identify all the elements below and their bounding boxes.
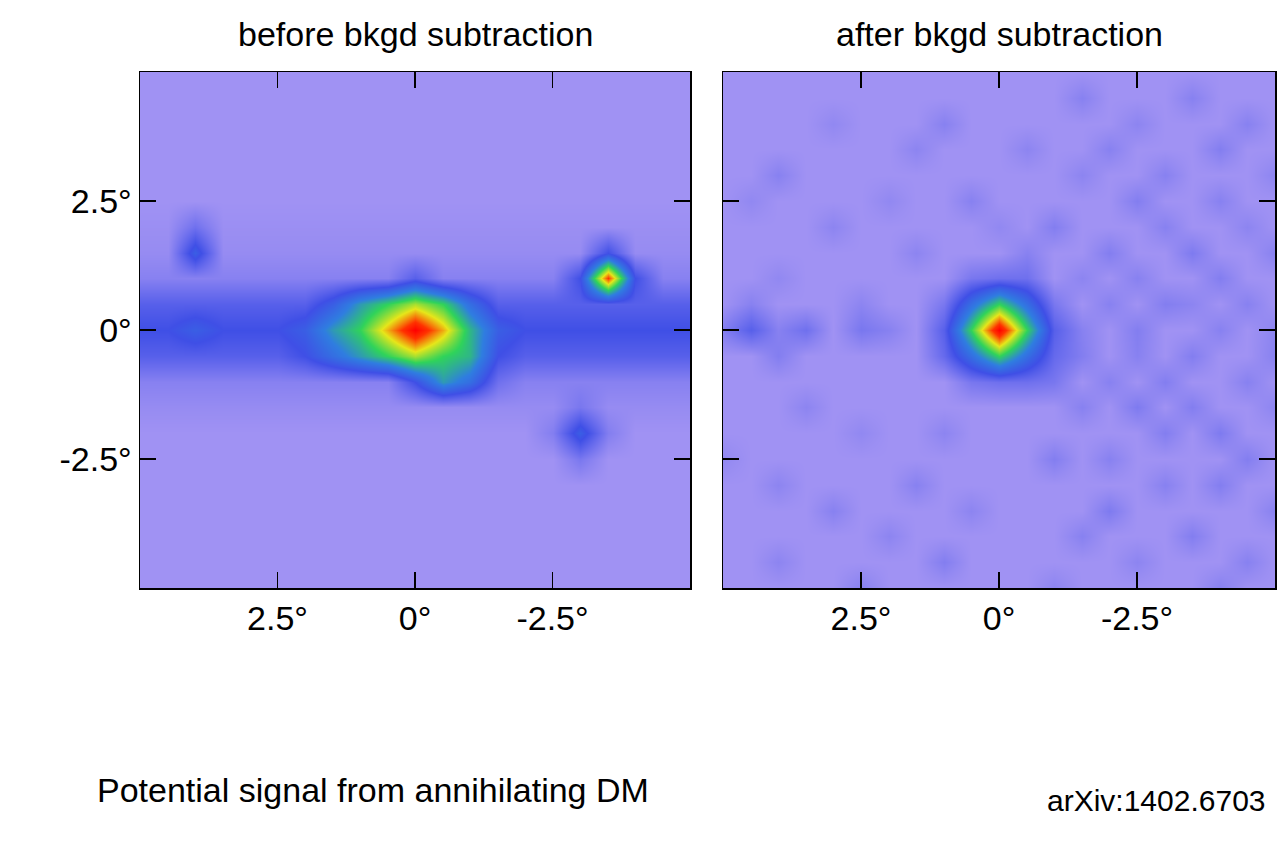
- svg-text:2.5°: 2.5°: [71, 182, 132, 220]
- svg-text:0°: 0°: [99, 311, 132, 349]
- svg-text:after bkgd subtraction: after bkgd subtraction: [836, 15, 1163, 53]
- svg-text:before bkgd subtraction: before bkgd subtraction: [238, 15, 593, 53]
- svg-text:arXiv:1402.6703: arXiv:1402.6703: [1047, 784, 1266, 817]
- svg-text:-2.5°: -2.5°: [1101, 599, 1173, 637]
- svg-text:0°: 0°: [983, 599, 1016, 637]
- svg-text:2.5°: 2.5°: [247, 599, 308, 637]
- svg-text:2.5°: 2.5°: [831, 599, 892, 637]
- svg-text:Potential signal from annihila: Potential signal from annihilating DM: [97, 771, 649, 809]
- svg-text:-2.5°: -2.5°: [60, 440, 132, 478]
- svg-text:0°: 0°: [399, 599, 432, 637]
- svg-text:-2.5°: -2.5°: [516, 599, 588, 637]
